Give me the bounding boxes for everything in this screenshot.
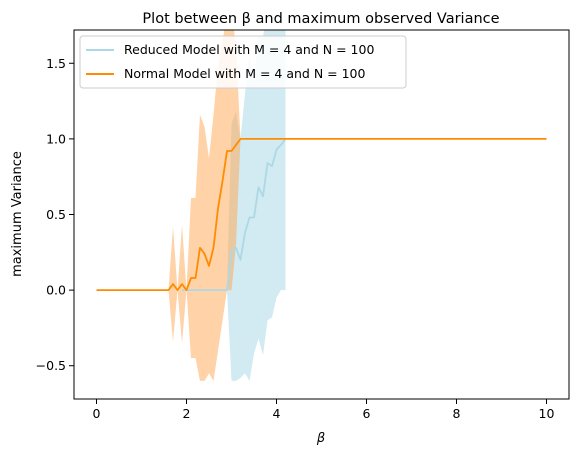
x-tick-label: 8: [453, 406, 461, 421]
legend-label-normal: Normal Model with M = 4 and N = 100: [124, 66, 365, 81]
legend-box: [79, 35, 407, 89]
confidence-bands: [96, 30, 547, 381]
y-tick-label: 1.0: [46, 131, 66, 146]
plot-area: 0 2 4 6 8 10 −0.5 0.0 0.5 1.0 1.5: [36, 29, 570, 421]
y-tick-label: 1.5: [46, 56, 66, 71]
y-tick-label: −0.5: [36, 358, 66, 373]
line-series-1: [96, 137, 547, 292]
x-tick-label: 0: [93, 406, 101, 421]
line-series-0: [182, 138, 287, 292]
legend: Reduced Model with M = 4 and N = 100 Nor…: [79, 35, 407, 89]
y-tick-label: 0.5: [46, 207, 66, 222]
y-axis-ticks: −0.5 0.0 0.5 1.0 1.5: [36, 56, 74, 373]
x-tick-label: 2: [183, 406, 191, 421]
band-series-1: [96, 30, 547, 381]
series-lines: [96, 137, 547, 292]
x-tick-label: 4: [273, 406, 281, 421]
x-axis-ticks: 0 2 4 6 8 10: [93, 399, 555, 421]
y-axis-label: maximum Variance: [10, 151, 25, 277]
y-tick-label: 0.0: [46, 283, 66, 298]
chart-title: Plot between β and maximum observed Vari…: [142, 11, 499, 27]
x-tick-label: 10: [539, 406, 555, 421]
x-axis-label: β: [316, 431, 325, 446]
x-tick-label: 6: [363, 406, 371, 421]
legend-label-reduced: Reduced Model with M = 4 and N = 100: [124, 42, 374, 57]
